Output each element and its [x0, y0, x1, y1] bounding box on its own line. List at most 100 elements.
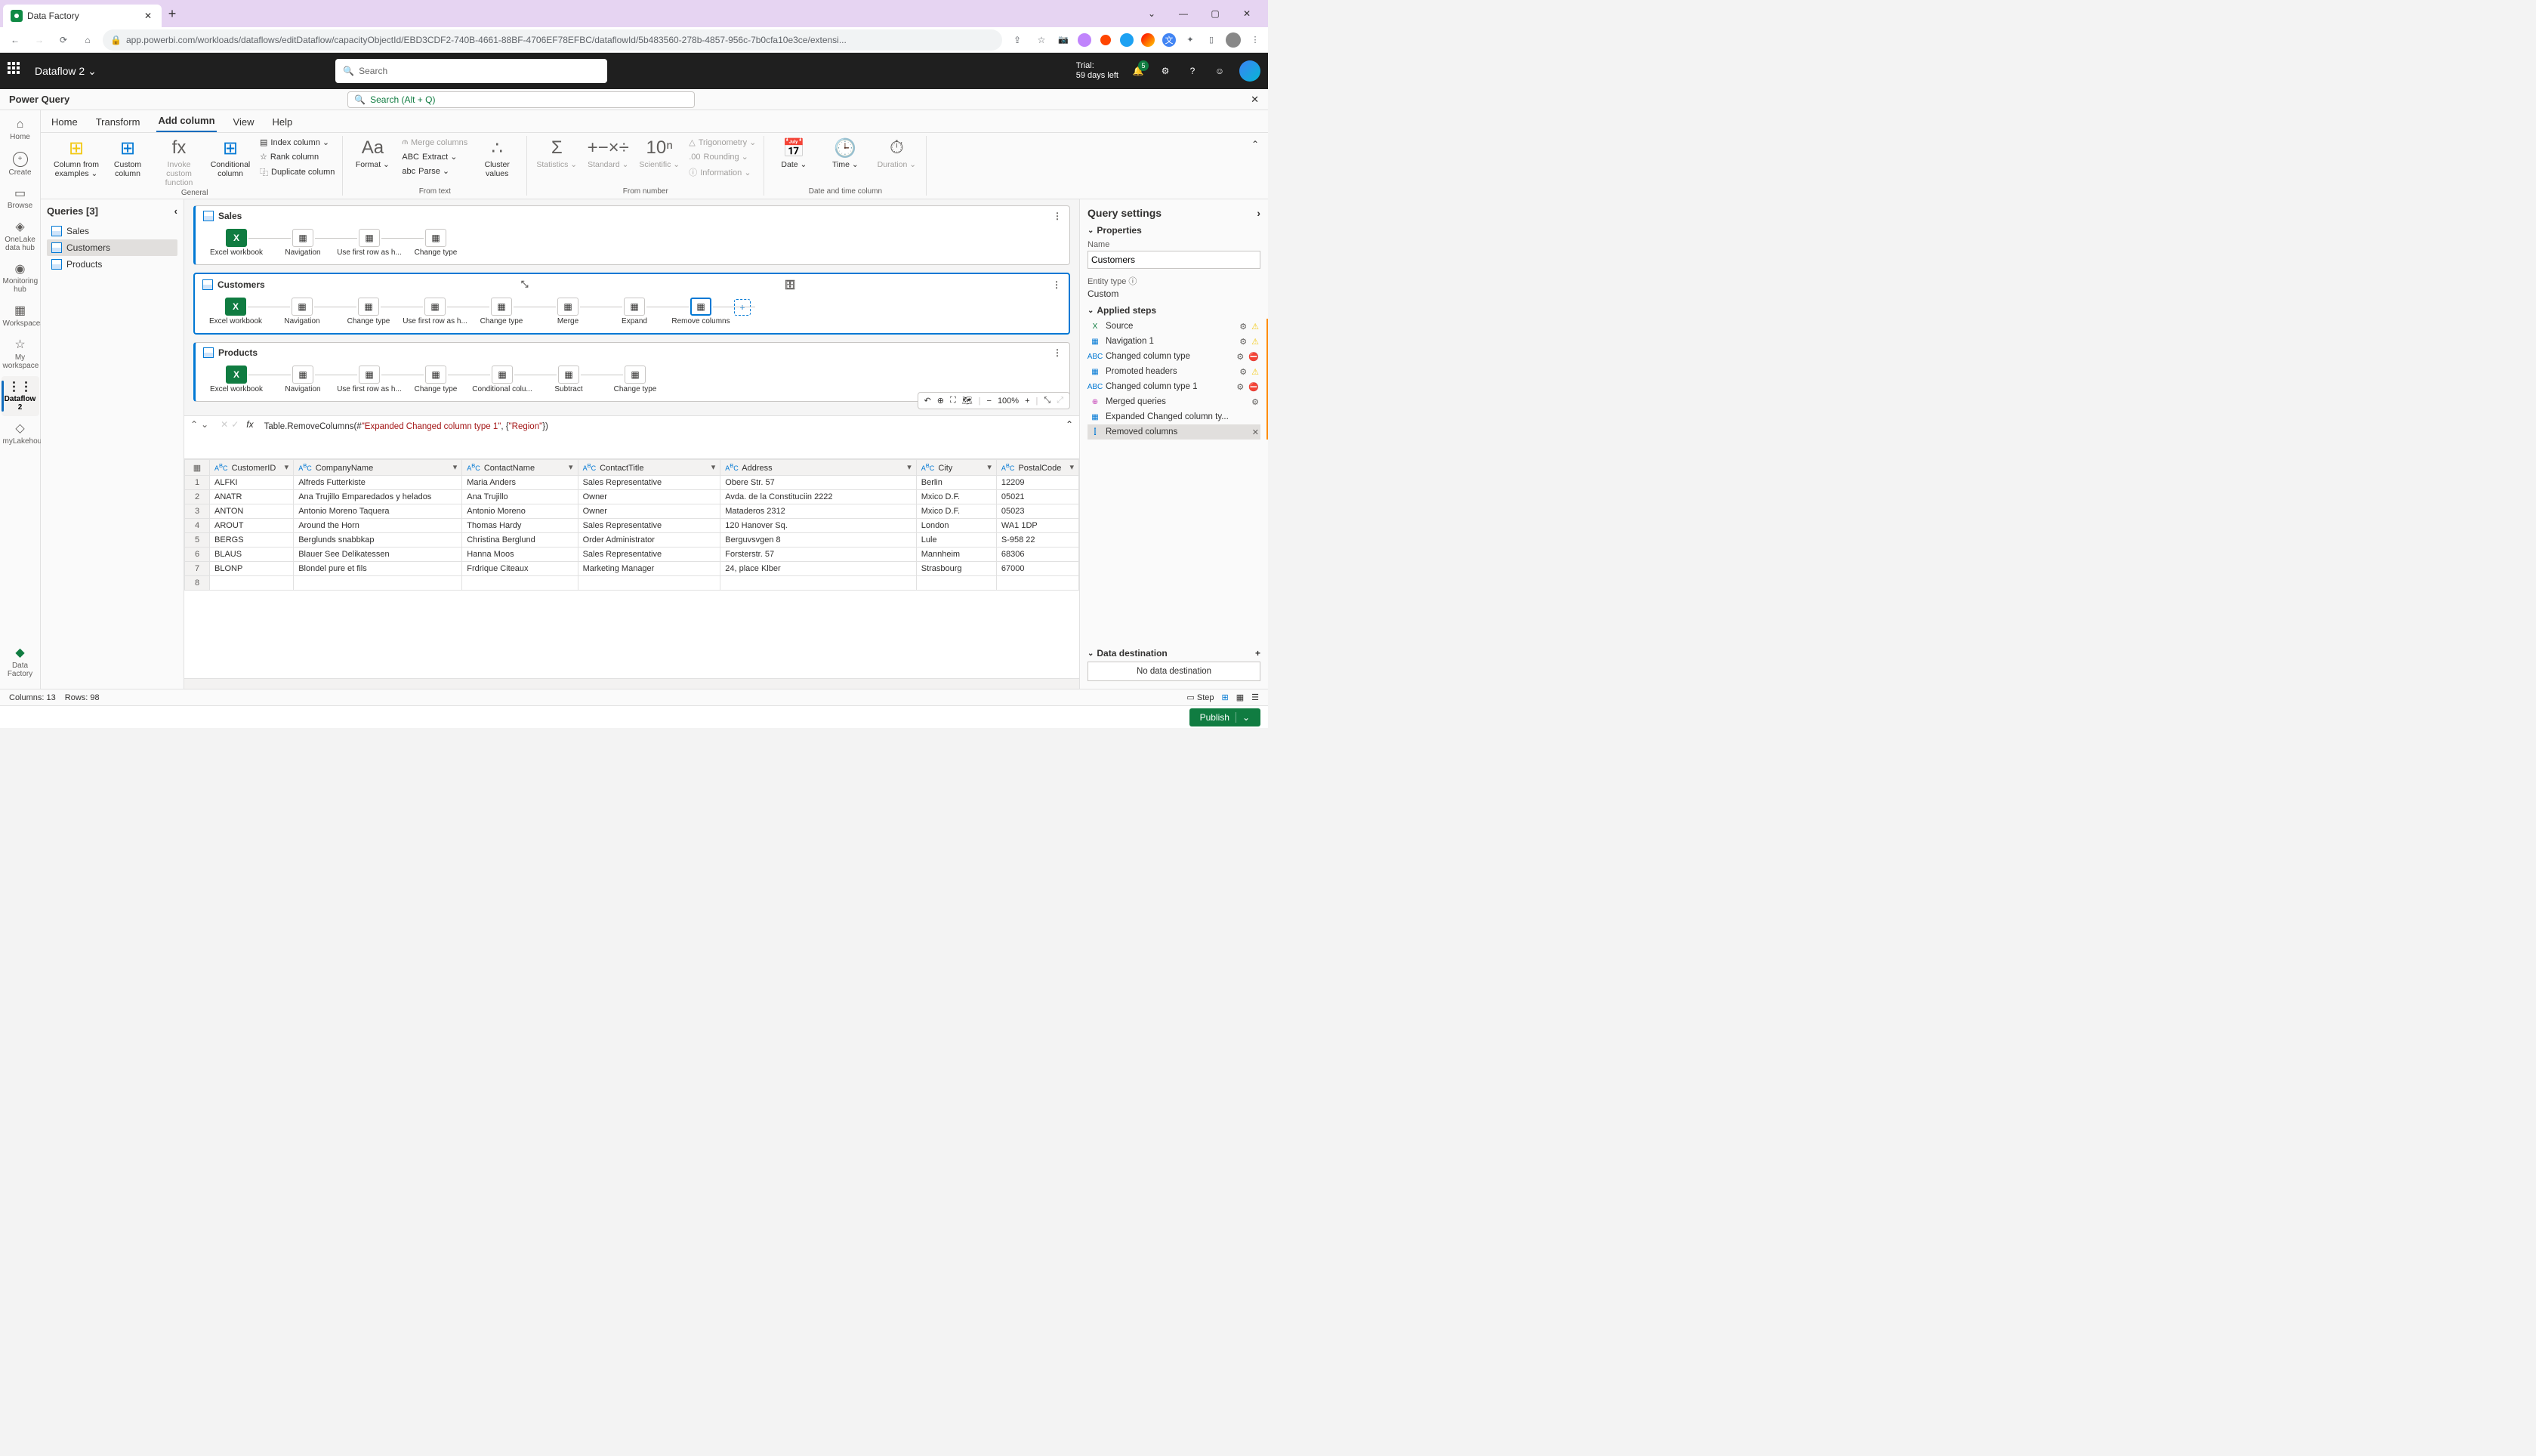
rail-monitoring-hub[interactable]: ◉Monitoring hub: [2, 258, 39, 299]
home-button[interactable]: ⌂: [79, 31, 97, 49]
ribbon-trigonometry[interactable]: △ Trigonometry ⌄: [687, 136, 757, 149]
rail-my-workspace[interactable]: ☆My workspace: [2, 334, 39, 375]
col-customerid[interactable]: ABC CustomerID▾: [210, 460, 294, 476]
step-settings-icon[interactable]: ⚙: [1236, 382, 1244, 392]
filter-icon[interactable]: ▾: [907, 462, 912, 472]
col-contacttitle[interactable]: ABC ContactTitle▾: [578, 460, 720, 476]
expand-diagram-icon[interactable]: ⤢: [1057, 396, 1063, 406]
step-navigation[interactable]: ▦Navigation: [270, 229, 336, 257]
diagram-query-customers[interactable]: Customers⤡🗄⋮XExcel workbook▦Navigation▦C…: [193, 273, 1070, 335]
ribbon-date[interactable]: 📅Date ⌄: [770, 136, 817, 169]
collapse-diagram-icon[interactable]: ⤡: [1044, 396, 1050, 406]
pq-search[interactable]: 🔍 Search (Alt + Q): [347, 91, 695, 108]
step-settings-icon[interactable]: ⚙: [1236, 352, 1244, 362]
step-subtract[interactable]: ▦Subtract: [535, 366, 602, 393]
data-grid[interactable]: ▦ABC CustomerID▾ABC CompanyName▾ABC Cont…: [184, 459, 1079, 678]
applied-step-navigation-[interactable]: ▦Navigation 1⚙⚠: [1088, 334, 1260, 349]
address-bar[interactable]: 🔒 app.powerbi.com/workloads/dataflows/ed…: [103, 29, 1002, 51]
star-icon[interactable]: ☆: [1032, 31, 1050, 49]
collapse-settings-icon[interactable]: ›: [1257, 207, 1260, 219]
table-row[interactable]: 4AROUTAround the HornThomas HardySales R…: [185, 519, 1079, 533]
table-row[interactable]: 2ANATRAna Trujillo Emparedados y helados…: [185, 490, 1079, 504]
query-sales[interactable]: Sales: [47, 223, 177, 239]
step-settings-icon[interactable]: ⚙: [1251, 397, 1259, 407]
feedback-icon[interactable]: ☺: [1212, 63, 1227, 79]
table-row[interactable]: 5BERGSBerglunds snabbkapChristina Berglu…: [185, 533, 1079, 548]
fx-toggle-icon[interactable]: ⌃: [1066, 419, 1073, 430]
fit-icon[interactable]: ⊕: [937, 396, 944, 406]
filter-icon[interactable]: ▾: [569, 462, 573, 472]
rail-onelake-data-hub[interactable]: ◈OneLake data hub: [2, 216, 39, 257]
ext-icon[interactable]: [1078, 33, 1091, 47]
db-icon[interactable]: 🗄: [785, 279, 796, 290]
minimap-icon[interactable]: 🗺: [962, 396, 973, 406]
query-customers[interactable]: Customers: [47, 239, 177, 256]
view-list-icon[interactable]: ☰: [1251, 693, 1259, 702]
minimize-button[interactable]: ―: [1174, 8, 1192, 19]
applied-step-promoted-headers[interactable]: ▦Promoted headers⚙⚠: [1088, 364, 1260, 379]
step-excel-workbook[interactable]: XExcel workbook: [203, 229, 270, 257]
dataflow-name[interactable]: Dataflow 2 ⌄: [35, 65, 97, 78]
ribbon-custom-column[interactable]: ⊞Custom column: [104, 136, 151, 178]
ribbon-tab-transform[interactable]: Transform: [94, 113, 142, 132]
step-navigation[interactable]: ▦Navigation: [269, 298, 335, 325]
browser-tab[interactable]: Data Factory ✕: [3, 5, 162, 27]
fx-expand-icon[interactable]: ⌃: [190, 419, 198, 430]
ribbon-information[interactable]: ⓘ Information ⌄: [687, 165, 757, 180]
step-settings-icon[interactable]: ⚙: [1239, 367, 1247, 377]
applied-step-merged-queries[interactable]: ⊕Merged queries⚙: [1088, 394, 1260, 409]
step-settings-icon[interactable]: ⚙: [1239, 337, 1247, 347]
filter-icon[interactable]: ▾: [285, 462, 289, 472]
zoom-out-button[interactable]: −: [987, 396, 992, 406]
step-change-type[interactable]: ▦Change type: [403, 366, 469, 393]
table-row[interactable]: 6BLAUSBlauer See DelikatessenHanna MoosS…: [185, 548, 1079, 562]
ribbon-merge-columns[interactable]: ⫙ Merge columns: [400, 136, 469, 149]
filter-icon[interactable]: ▾: [453, 462, 458, 472]
ext-icon[interactable]: [1099, 33, 1112, 47]
step-change-type[interactable]: ▦Change type: [403, 229, 469, 257]
profile-avatar[interactable]: [1226, 32, 1241, 48]
fullscreen-icon[interactable]: ⛶: [950, 396, 956, 406]
ribbon-tab-help[interactable]: Help: [271, 113, 295, 132]
ext-icon[interactable]: [1141, 33, 1155, 47]
add-step-button[interactable]: +: [734, 299, 751, 316]
col-companyname[interactable]: ABC CompanyName▾: [294, 460, 462, 476]
col-postalcode[interactable]: ABC PostalCode▾: [996, 460, 1078, 476]
col-city[interactable]: ABC City▾: [916, 460, 996, 476]
applied-step-expanded-changed-column-ty-[interactable]: ▦Expanded Changed column ty...: [1088, 409, 1260, 424]
ribbon-parse[interactable]: abc Parse ⌄: [400, 165, 469, 177]
step-change-type[interactable]: ▦Change type: [602, 366, 668, 393]
collapse-queries-icon[interactable]: ‹: [174, 205, 177, 217]
applied-steps-section[interactable]: Applied steps: [1088, 305, 1260, 316]
rail-dataflow-2[interactable]: ⋮⋮Dataflow 2: [2, 376, 39, 417]
ext-icon[interactable]: [1120, 33, 1134, 47]
ribbon-rounding[interactable]: .00 Rounding ⌄: [687, 150, 757, 163]
close-window-button[interactable]: ✕: [1238, 8, 1256, 19]
ribbon-tab-home[interactable]: Home: [50, 113, 79, 132]
app-launcher-icon[interactable]: [8, 62, 26, 80]
chevron-down-icon[interactable]: ⌄: [1143, 8, 1161, 19]
applied-step-changed-column-type-[interactable]: ABCChanged column type 1⚙⛔: [1088, 379, 1260, 394]
step-merge[interactable]: ▦Merge: [535, 298, 601, 325]
maximize-button[interactable]: ▢: [1206, 8, 1224, 19]
collapse-icon[interactable]: ⤡: [521, 279, 529, 290]
ribbon-format[interactable]: AaFormat ⌄: [349, 136, 396, 169]
step-use-first-row-as-h-[interactable]: ▦Use first row as h...: [336, 366, 403, 393]
data-destination-section[interactable]: Data destination+: [1088, 648, 1260, 659]
forward-button[interactable]: →: [30, 31, 48, 49]
ribbon-extract[interactable]: ABC Extract ⌄: [400, 150, 469, 163]
rail-home[interactable]: ⌂Home: [2, 113, 39, 146]
filter-icon[interactable]: ▾: [987, 462, 992, 472]
ribbon-tab-add-column[interactable]: Add column: [156, 112, 216, 132]
destination-value[interactable]: No data destination: [1088, 662, 1260, 681]
step-excel-workbook[interactable]: XExcel workbook: [202, 298, 269, 325]
diagram-query-sales[interactable]: Sales⋮XExcel workbook▦Navigation▦Use fir…: [193, 205, 1070, 265]
close-editor-button[interactable]: ✕: [1251, 94, 1259, 106]
ribbon-duplicate-column[interactable]: ⿻ Duplicate column: [258, 165, 336, 180]
fx-collapse-icon[interactable]: ⌄: [201, 419, 208, 430]
query-products[interactable]: Products: [47, 256, 177, 273]
fx-commit-icon[interactable]: ✓: [231, 419, 239, 430]
table-row[interactable]: 7BLONPBlondel pure et filsFrdrique Citea…: [185, 562, 1079, 576]
notifications-icon[interactable]: 🔔5: [1131, 63, 1146, 79]
more-icon[interactable]: ⋮: [1053, 211, 1062, 221]
